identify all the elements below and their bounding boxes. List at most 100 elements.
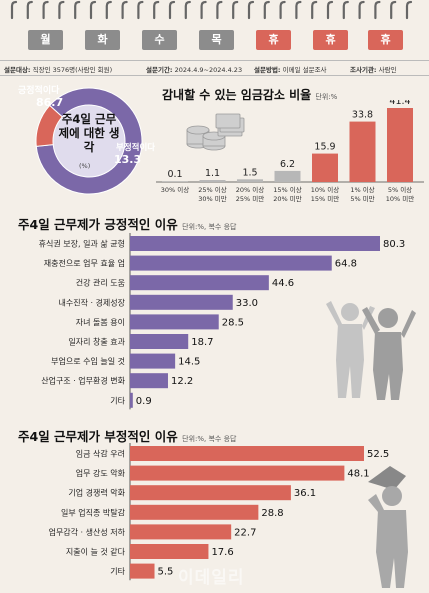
donut-title: 주4일 근무제에 대한 생각 (58, 112, 120, 154)
positive-category-label: 건강 관리 도움 (76, 278, 125, 288)
binding-ring (263, 0, 270, 20)
negative-bar (130, 524, 232, 540)
donut-unit: (%) (79, 162, 91, 170)
binding-ring (184, 0, 191, 20)
positive-value-label: 64.8 (335, 259, 357, 270)
cheering-people-illustration (326, 301, 416, 400)
wage-value-label: 15.9 (314, 142, 335, 153)
binding-ring (216, 0, 223, 20)
slice-value-negative: 13.3 (114, 153, 141, 166)
negative-value-label: 5.5 (158, 567, 174, 578)
wage-bar (237, 179, 263, 182)
survey-info: 설문대상: 직장인 3576명(사람인 회원) 설문기간: 2024.4.9~2… (0, 60, 429, 76)
wage-category-label: 10% 이상 (311, 185, 339, 194)
binding-ring (342, 0, 349, 20)
binding-ring (279, 0, 286, 20)
positive-bar (130, 294, 233, 310)
survey-org-label: 조사기관: (350, 66, 377, 74)
wage-value-label: 1.1 (205, 168, 220, 179)
positive-value-label: 33.0 (236, 298, 258, 309)
binding-ring (232, 0, 239, 20)
tab-fri-holiday: 휴 (256, 30, 291, 50)
binding-ring (153, 0, 160, 20)
negative-category-label: 기업 경쟁력 악화 (68, 488, 125, 498)
positive-bar (130, 314, 219, 330)
positive-value-label: 12.2 (171, 376, 193, 387)
positive-value-label: 44.6 (272, 278, 294, 289)
tab-sat-holiday: 휴 (313, 30, 348, 50)
binding-ring (168, 0, 176, 20)
wage-value-label: 1.5 (242, 167, 257, 178)
binding-ring (295, 0, 302, 20)
binding-ring (26, 0, 33, 20)
tab-thu: 목 (199, 30, 234, 50)
positive-reasons-chart: 휴식권 보장, 일과 삶 균형 80.3 재충전으로 업무 효율 업 64.8 건강 관… (39, 233, 405, 410)
negative-chart-title: 주4일 근무제가 부정적인 이유 단위:%, 복수 응답 (18, 429, 237, 444)
donut-slice-negative (35, 104, 64, 147)
binding-ring (42, 0, 49, 20)
weekday-tabs: 월 화 수 목 휴 휴 휴 (28, 30, 403, 54)
negative-value-label: 28.8 (261, 508, 283, 519)
survey-org: 사람인 (378, 66, 397, 74)
binding-ring (326, 0, 334, 20)
negative-value-label: 22.7 (234, 527, 256, 538)
wage-category-label: 1% 이상 (350, 185, 374, 194)
positive-value-label: 14.5 (178, 357, 200, 368)
wage-value-label: 41.4 (389, 100, 410, 107)
binding-ring (74, 0, 81, 20)
binding-ring (58, 0, 65, 20)
watermark: 이데일리 (178, 568, 245, 588)
wage-category-label: 20% 이상 (236, 185, 264, 194)
wage-category-label: 5% 이상 (388, 185, 412, 194)
negative-bar (130, 465, 345, 481)
worried-person-illustration (368, 466, 408, 588)
positive-bar (130, 236, 380, 251)
wage-category-label: 15% 이상 (273, 185, 301, 194)
binding-ring (374, 0, 381, 20)
negative-bar (130, 563, 155, 579)
positive-bar (130, 255, 332, 271)
negative-category-label: 임금 삭감 우려 (76, 449, 125, 459)
wage-category-label: 10% 미만 (386, 194, 414, 203)
positive-value-label: 80.3 (383, 239, 405, 250)
wage-category-label: 15% 미만 (311, 194, 339, 203)
wage-bar (274, 170, 301, 182)
negative-value-label: 48.1 (347, 469, 369, 480)
positive-bar (130, 353, 176, 369)
wage-value-label: 0.1 (167, 169, 182, 180)
survey-target-label: 설문대상: (4, 66, 31, 74)
negative-bar (130, 544, 209, 559)
wage-category-label: 5% 미만 (350, 194, 374, 203)
tab-tue: 화 (85, 30, 120, 50)
negative-value-label: 52.5 (367, 449, 389, 460)
binding-ring (89, 0, 97, 20)
slice-label-positive: 긍정적이다 (18, 84, 60, 96)
positive-category-label: 일자리 창출 효과 (68, 337, 125, 347)
positive-chart-title: 주4일 근무제가 긍정적인 이유 단위:%, 복수 응답 (18, 217, 237, 232)
negative-category-label: 업무 강도 악화 (76, 468, 126, 478)
wage-category-label: 25% 미만 (236, 194, 264, 203)
tab-mon: 월 (28, 30, 63, 50)
wage-value-label: 6.2 (280, 159, 295, 170)
negative-category-label: 업무감각 · 생산성 저하 (49, 527, 126, 537)
negative-category-label: 기타 (110, 567, 125, 576)
coin-stack-icon (186, 113, 245, 151)
wage-chart-title: 감내할 수 있는 임금감소 비율 단위:% (162, 88, 338, 102)
positive-category-label: 부업으로 수입 늘일 것 (51, 356, 125, 366)
wage-category-label: 25% 이상 (198, 185, 226, 194)
wage-bar (312, 153, 338, 182)
binding-ring (247, 0, 255, 20)
positive-category-label: 자녀 돌봄 용이 (76, 317, 125, 327)
slice-value-positive: 86.7 (36, 96, 63, 109)
negative-reasons-chart: 임금 삭감 우려 52.5 업무 강도 악화 48.1 기업 경쟁력 악화 36.1 일부 … (49, 443, 389, 581)
wage-category-label: 30% 이상 (161, 185, 189, 194)
negative-bar (130, 504, 259, 520)
negative-category-label: 지출이 늘 것 같다 (66, 547, 126, 557)
binding-ring (105, 0, 112, 20)
survey-target: 직장인 3576명(사람인 회원) (32, 66, 113, 74)
binding-ring (311, 0, 318, 20)
survey-period-label: 설문기간: (146, 66, 173, 74)
wage-value-label: 33.8 (352, 110, 373, 121)
positive-bar (130, 334, 189, 349)
